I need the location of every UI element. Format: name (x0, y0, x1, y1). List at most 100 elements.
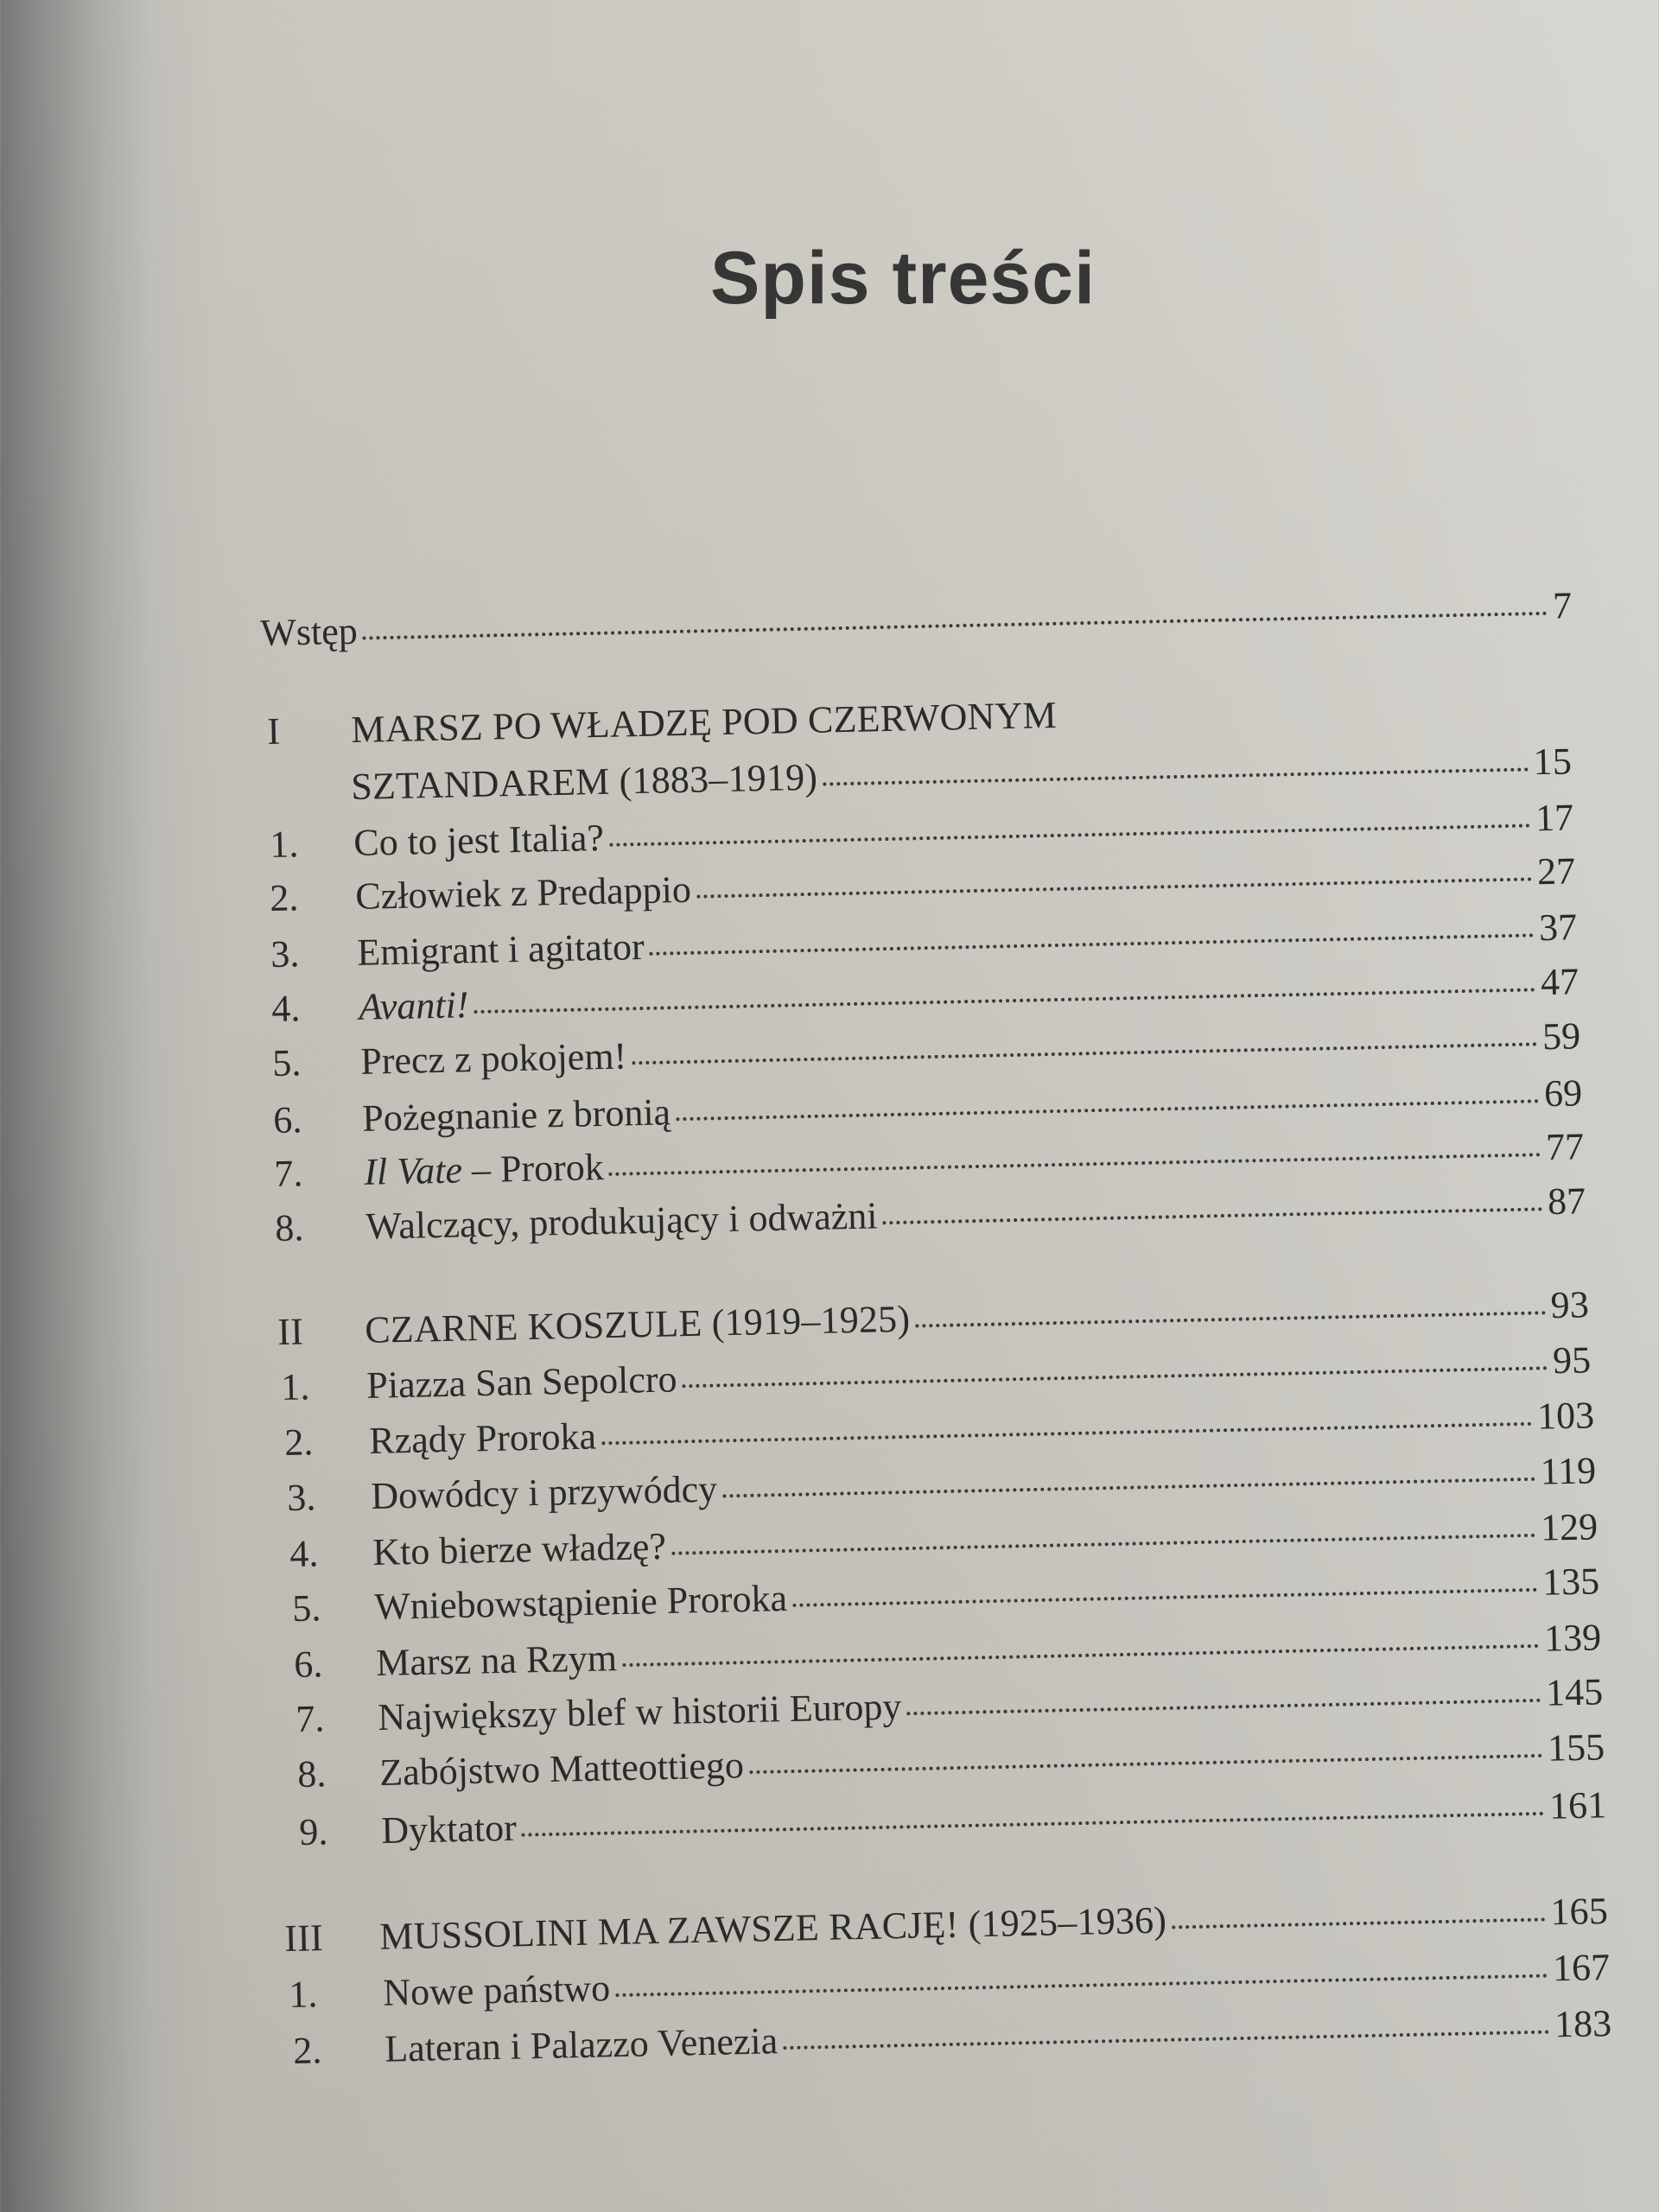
dot-leader (676, 1099, 1540, 1122)
dot-leader (622, 1643, 1540, 1668)
page-number: 155 (1547, 1726, 1605, 1770)
page-number: 77 (1545, 1125, 1585, 1169)
entry-number: 2. (283, 1421, 314, 1465)
dot-leader (362, 611, 1548, 640)
dot-leader (792, 1587, 1538, 1607)
page-number: 161 (1548, 1783, 1607, 1827)
entry-title-text: Pożegnanie z bronią (361, 1090, 671, 1140)
entry-title: Zabójstwo Matteottiego (379, 1739, 745, 1799)
entry-title-text: Dyktator (380, 1806, 518, 1853)
page-number: 119 (1540, 1449, 1597, 1493)
entry-title: Co to jest Italia? (353, 812, 605, 869)
dot-leader (609, 823, 1531, 847)
entry-title-text: Wstęp (259, 609, 359, 655)
entry-title-text: CZARNE KOSZULE (1919–1925) (364, 1297, 911, 1351)
entry-title-text: Precz z pokojem! (359, 1034, 627, 1083)
entry-title: Pożegnanie z bronią (362, 1086, 671, 1144)
entry-title-text: Dowódcy i przywódcy (370, 1467, 718, 1517)
entry-number: 1. (288, 1973, 318, 2017)
entry-number: 3. (286, 1476, 316, 1520)
entry-title-text: Il Vate (363, 1148, 463, 1193)
entry-title: CZARNE KOSZULE (1919–1925) (365, 1294, 911, 1357)
page-number: 87 (1547, 1179, 1586, 1224)
page-number: 7 (1552, 584, 1573, 627)
page-number: 69 (1543, 1071, 1583, 1116)
page-number: 103 (1536, 1394, 1595, 1438)
dot-leader (783, 2030, 1550, 2050)
entry-title: Nowe państwo (383, 1962, 611, 2018)
dot-leader (601, 1421, 1533, 1446)
dot-leader (474, 988, 1536, 1014)
entry-title: Człowiek z Predappio (355, 864, 692, 923)
dot-leader (882, 1207, 1543, 1225)
entry-title: Precz z pokojem! (360, 1030, 627, 1087)
dot-leader (823, 767, 1529, 786)
entry-title-text: Rządy Proroka (368, 1414, 597, 1462)
page-number: 47 (1540, 960, 1580, 1004)
dot-leader (608, 1153, 1541, 1176)
entry-title: Wniebowstąpienie Proroka (374, 1573, 788, 1633)
entry-title: Dyktator (381, 1802, 518, 1857)
dot-leader (722, 1477, 1535, 1498)
page-number: 95 (1552, 1338, 1592, 1382)
entry-title-text: Nowe państwo (382, 1967, 611, 2014)
entry-number: 8. (274, 1206, 304, 1250)
entry-title-text: Avanti! (358, 983, 469, 1028)
entry-title-text: Wniebowstąpienie Proroka (373, 1577, 788, 1629)
entry-title-text: Walczący, produkujący i odważni (365, 1194, 878, 1248)
entry-title-text: Zabójstwo Matteottiego (378, 1744, 745, 1795)
entry-title-text: SZTANDAREM (1883–1919) (350, 755, 818, 808)
page-number: 15 (1533, 740, 1573, 784)
page-number: 135 (1541, 1560, 1600, 1604)
entry-number: 1. (280, 1365, 310, 1409)
page-number: 167 (1552, 1945, 1611, 1990)
entry-title-text: Lateran i Palazzo Venezia (384, 2019, 779, 2070)
entry-title: Dowódcy i przywódcy (371, 1464, 718, 1522)
page-number: 129 (1540, 1505, 1599, 1549)
dot-leader (696, 877, 1533, 899)
entry-number: 2. (292, 2029, 322, 2073)
toc-entry-row: Wstęp 7 (260, 580, 1573, 659)
entry-number: I (266, 709, 281, 753)
entry-number: 5. (271, 1041, 302, 1085)
page-number: 59 (1541, 1014, 1581, 1058)
page-number: 165 (1549, 1889, 1609, 1934)
entry-number: 5. (291, 1586, 321, 1630)
entry-title: SZTANDAREM (1883–1919) (351, 752, 818, 813)
page-number: 183 (1554, 2002, 1612, 2046)
dot-leader (915, 1311, 1546, 1328)
entry-number: 7. (295, 1697, 325, 1741)
entry-title: Il Vate – Prorok (364, 1141, 605, 1198)
dot-leader (671, 1533, 1536, 1555)
entry-title: Walczący, produkujący i odważni (365, 1190, 878, 1252)
entry-title-text: Piazza San Sepolcro (365, 1357, 677, 1407)
page-number: 145 (1545, 1670, 1604, 1714)
entry-number: 3. (270, 932, 300, 976)
entry-number: 7. (273, 1152, 303, 1196)
entry-title-text: Największy blef w historii Europy (377, 1685, 902, 1739)
dot-leader (682, 1366, 1548, 1389)
page-number: 27 (1536, 849, 1576, 893)
entry-title-text: MARSZ PO WŁADZĘ POD CZERWONYM (350, 693, 1058, 751)
page-number: 17 (1535, 796, 1574, 840)
entry-number: II (276, 1310, 304, 1354)
dot-leader (649, 933, 1535, 956)
entry-title: Największy blef w historii Europy (378, 1681, 902, 1744)
entry-number: 4. (289, 1532, 319, 1576)
entry-number: 6. (293, 1643, 323, 1687)
entry-number: 2. (269, 876, 299, 920)
entry-title: Marsz na Rzym (376, 1632, 618, 1689)
dot-leader (615, 1974, 1548, 1998)
entry-title-text: Marsz na Rzym (375, 1637, 618, 1685)
entry-number: 6. (272, 1098, 302, 1142)
page-number: 37 (1538, 906, 1578, 950)
entry-number: III (283, 1916, 324, 1961)
entry-title: MARSZ PO WŁADZĘ POD CZERWONYM (351, 690, 1058, 756)
entry-title-text: MUSSOLINI MA ZAWSZE RACJĘ! (1925–1936) (378, 1898, 1167, 1958)
page-title: Spis treści (710, 236, 1096, 320)
entry-number: 9. (298, 1810, 328, 1854)
dot-leader (521, 1811, 1545, 1837)
entry-title: Piazza San Sepolcro (366, 1353, 677, 1412)
entry-title: Wstęp (260, 606, 359, 659)
page-number: 93 (1550, 1283, 1590, 1327)
